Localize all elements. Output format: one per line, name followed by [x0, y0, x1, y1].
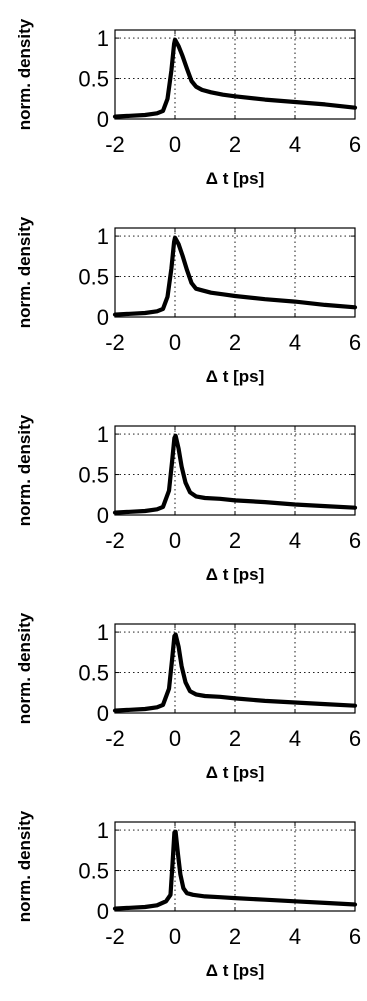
y-axis-label: norm. density — [15, 216, 34, 328]
x-tick-label: 4 — [289, 924, 301, 949]
y-tick-label: 0 — [97, 701, 109, 726]
x-tick-label: 0 — [169, 330, 181, 355]
y-axis-label: norm. density — [15, 612, 34, 724]
y-tick-label: 1 — [97, 620, 109, 645]
y-tick-label: 0.5 — [78, 661, 109, 686]
series-line — [112, 235, 358, 317]
x-tick-label: -2 — [105, 726, 125, 751]
x-axis-label: Δ t [ps] — [206, 169, 265, 188]
y-tick-label: 0 — [97, 899, 109, 924]
x-tick-label: 2 — [229, 924, 241, 949]
plot-frame — [114, 29, 356, 120]
y-axis-label: norm. density — [15, 18, 34, 130]
x-tick-label: -2 — [105, 924, 125, 949]
series-line — [112, 433, 358, 515]
x-tick-label: 4 — [289, 528, 301, 553]
x-tick-label: -2 — [105, 330, 125, 355]
x-tick-label: 4 — [289, 726, 301, 751]
chart-panel-2: 00.51-2 0 2 4 6Δ t [ps]norm. density — [15, 216, 361, 386]
y-tick-label: 0 — [97, 305, 109, 330]
y-tick-label: 1 — [97, 26, 109, 51]
chart-panel-3: 00.51-2 0 2 4 6Δ t [ps]norm. density — [15, 414, 361, 584]
x-tick-label: 2 — [229, 132, 241, 157]
y-tick-label: 0.5 — [78, 265, 109, 290]
chart-panel-1: 00.51-2 0 2 4 6Δ t [ps]norm. density — [15, 18, 361, 188]
y-axis-label: norm. density — [15, 414, 34, 526]
y-tick-label: 1 — [97, 422, 109, 447]
y-tick-label: 1 — [97, 818, 109, 843]
x-axis-label: Δ t [ps] — [206, 961, 265, 980]
x-tick-label: 6 — [349, 726, 361, 751]
y-tick-label: 1 — [97, 224, 109, 249]
y-tick-label: 0 — [97, 503, 109, 528]
x-axis-label: Δ t [ps] — [206, 565, 265, 584]
x-tick-label: 0 — [169, 924, 181, 949]
x-tick-label: 6 — [349, 330, 361, 355]
plot-frame — [114, 623, 356, 714]
x-tick-label: 0 — [169, 528, 181, 553]
x-tick-label: -2 — [105, 528, 125, 553]
chart-panel-5: 00.51-2 0 2 4 6Δ t [ps]norm. density — [15, 810, 361, 980]
x-tick-label: 4 — [289, 132, 301, 157]
series-line — [112, 632, 358, 713]
series-line — [112, 37, 358, 119]
x-tick-label: 6 — [349, 528, 361, 553]
x-tick-label: 0 — [169, 726, 181, 751]
plot-frame — [114, 821, 356, 912]
x-tick-label: 6 — [349, 132, 361, 157]
x-tick-label: 2 — [229, 726, 241, 751]
y-tick-label: 0.5 — [78, 463, 109, 488]
y-axis-label: norm. density — [15, 810, 34, 922]
x-tick-label: 2 — [229, 528, 241, 553]
plot-frame — [114, 227, 356, 318]
chart-panel-4: 00.51-2 0 2 4 6Δ t [ps]norm. density — [15, 612, 361, 782]
x-tick-label: 6 — [349, 924, 361, 949]
plot-frame — [114, 425, 356, 516]
x-tick-label: 0 — [169, 132, 181, 157]
x-tick-label: 2 — [229, 330, 241, 355]
x-tick-label: -2 — [105, 132, 125, 157]
series-line — [112, 829, 358, 911]
x-axis-label: Δ t [ps] — [206, 763, 265, 782]
x-tick-label: 4 — [289, 330, 301, 355]
x-axis-label: Δ t [ps] — [206, 367, 265, 386]
y-tick-label: 0 — [97, 107, 109, 132]
y-tick-label: 0.5 — [78, 67, 109, 92]
y-tick-label: 0.5 — [78, 859, 109, 884]
